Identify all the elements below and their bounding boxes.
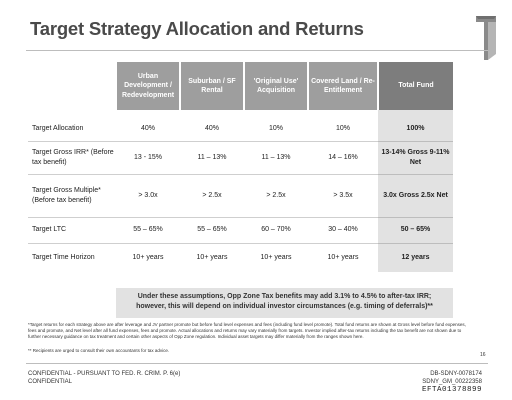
table-cell: 30 – 40%	[308, 217, 378, 244]
header-blank	[28, 62, 116, 110]
footnote-returns: *Target returns for each strategy above …	[28, 322, 466, 340]
header-original-use: 'Original Use' Acquisition	[243, 62, 308, 110]
total-cell: 13-14% Gross 9-11% Net	[378, 141, 453, 175]
header-suburban: Suburban / SF Rental	[179, 62, 244, 110]
page-title: Target Strategy Allocation and Returns	[30, 18, 364, 39]
table-cell: 60 – 70%	[244, 217, 308, 244]
table-cell: 10+ years	[196, 253, 228, 261]
footnote-tax-advice: ** Recipients are urged to consult their…	[28, 348, 170, 353]
table-row: Target Allocation 40% 40% 10% 10% 100%	[28, 117, 453, 142]
title-divider	[26, 50, 488, 51]
table-cell: 10+ years	[260, 253, 292, 261]
header-covered-land: Covered Land / Re-Entitlement	[307, 62, 378, 110]
table-header-row: Urban Development / Redevelopment Suburb…	[28, 62, 453, 110]
table-row: Target LTC 55 – 65% 55 – 65% 60 – 70% 30…	[28, 217, 453, 244]
tower-logo-icon	[476, 16, 496, 60]
bates-numbers: DB-SDNY-0078174 SDNY_GM_00222358	[422, 370, 482, 386]
confidential-line-1: CONFIDENTIAL - PURSUANT TO FED. R. CRIM.…	[28, 371, 181, 377]
table-row: Target Gross Multiple* (Before tax benef…	[28, 174, 453, 218]
row-label: Target LTC	[28, 217, 116, 244]
bates-number-2: SDNY_GM_00222358	[422, 379, 482, 386]
table-cell: 40%	[180, 117, 244, 142]
table-cell: 11 – 13%	[180, 141, 244, 175]
table-cell: 55 – 65%	[116, 217, 180, 244]
table-cell: 55 – 65%	[180, 217, 244, 244]
total-cell: 100%	[378, 117, 453, 142]
table-cell: 10+ years	[132, 253, 164, 261]
table-cell: > 3.5x	[308, 174, 378, 218]
table-spacer	[28, 110, 453, 117]
tax-benefit-callout: Under these assumptions, Opp Zone Tax be…	[116, 288, 453, 318]
allocation-table: Urban Development / Redevelopment Suburb…	[28, 62, 453, 272]
table-cell: > 3.0x	[116, 174, 180, 218]
table-cell: > 2.5x	[180, 174, 244, 218]
table-cell: 13 - 15%	[116, 141, 180, 175]
table-row: Target Time Horizon 10+ years 10+ years …	[28, 243, 453, 272]
confidential-footer: CONFIDENTIAL - PURSUANT TO FED. R. CRIM.…	[28, 370, 180, 386]
table-cell: 14 – 16%	[308, 141, 378, 175]
page-number: 16	[480, 352, 486, 358]
header-total-fund: Total Fund	[377, 62, 453, 110]
table-cell: 11 – 13%	[244, 141, 308, 175]
table-cell: 10%	[308, 117, 378, 142]
table-cell: 40%	[116, 117, 180, 142]
table-cell: 10+ years	[327, 253, 359, 261]
total-cell: 12 years	[378, 243, 453, 272]
table-cell: 10%	[244, 117, 308, 142]
confidential-line-2: CONFIDENTIAL	[28, 379, 73, 386]
header-urban: Urban Development / Redevelopment	[115, 62, 180, 110]
total-cell: 50 – 65%	[378, 217, 453, 244]
row-label: Target Gross Multiple* (Before tax benef…	[28, 174, 116, 218]
bates-number-1: DB-SDNY-0078174	[430, 371, 482, 377]
total-cell: 3.0x Gross 2.5x Net	[378, 174, 453, 218]
efta-stamp: EFTA01378899	[421, 386, 482, 394]
row-label: Target Gross IRR* (Before tax benefit)	[28, 141, 116, 175]
table-cell: > 2.5x	[244, 174, 308, 218]
row-label: Target Time Horizon	[32, 253, 95, 261]
table-row: Target Gross IRR* (Before tax benefit) 1…	[28, 141, 453, 175]
footer-divider	[26, 363, 488, 364]
row-label: Target Allocation	[28, 117, 116, 142]
